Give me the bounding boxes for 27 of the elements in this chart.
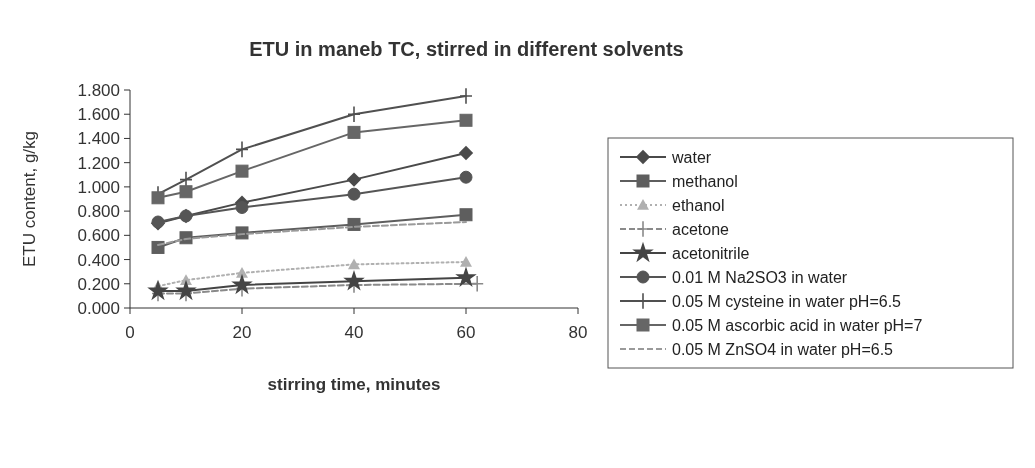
legend-label: 0.05 M ZnSO4 in water pH=6.5 — [672, 340, 894, 358]
x-tick-label: 60 — [456, 323, 476, 342]
x-tick-label: 0 — [125, 323, 135, 342]
legend-label: methanol — [672, 172, 738, 190]
y-tick-label: 1.600 — [77, 105, 120, 125]
x-axis-title: stirring time, minutes — [267, 375, 441, 394]
x-tick-label: 80 — [568, 323, 588, 342]
legend-label: water — [671, 148, 712, 166]
y-tick-label: 0.600 — [77, 226, 120, 246]
legend-label: 0.01 M Na2SO3 in water — [672, 268, 848, 286]
y-tick-label: 1.200 — [77, 153, 120, 173]
legend-label: 0.05 M ascorbic acid in water pH=7 — [672, 316, 923, 334]
y-tick-label: 1.400 — [77, 129, 120, 149]
x-tick-label: 20 — [232, 323, 252, 342]
y-tick-label: 1.000 — [77, 177, 120, 197]
y-tick-label: 0.800 — [77, 202, 120, 222]
y-axis-title: ETU content, g/kg — [20, 130, 39, 268]
chart-title: ETU in maneb TC, stirred in different solvents — [249, 38, 684, 60]
legend-label: ethanol — [672, 196, 725, 214]
y-tick-label: 0.400 — [77, 250, 120, 270]
y-tick-label: 0.000 — [77, 298, 120, 318]
y-tick-label: 1.800 — [77, 80, 120, 100]
legend-label: acetonitrile — [672, 244, 750, 262]
x-tick-label: 40 — [344, 323, 364, 342]
y-tick-label: 0.200 — [77, 274, 120, 294]
legend-label: acetone — [672, 220, 730, 238]
legend-label: 0.05 M cysteine in water pH=6.5 — [672, 292, 902, 310]
